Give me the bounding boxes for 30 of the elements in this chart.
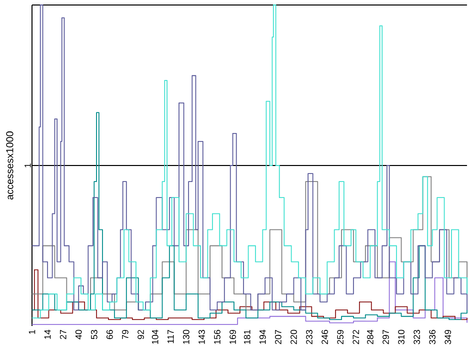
x-tick-label: 246 bbox=[322, 330, 328, 344]
x-tick-label: 220 bbox=[290, 330, 297, 344]
x-tick-label: 40 bbox=[75, 330, 82, 340]
x-tick-label: 284 bbox=[367, 330, 374, 344]
x-tick-label: 297 bbox=[382, 330, 389, 344]
x-tick-label: 323 bbox=[414, 330, 420, 344]
x-tick-label: 117 bbox=[168, 330, 174, 344]
ref-line-label: 1 bbox=[24, 163, 31, 168]
x-tick-label: 259 bbox=[337, 330, 344, 344]
x-tick-label: 1 bbox=[28, 330, 36, 334]
x-tick-label: 14 bbox=[44, 330, 51, 339]
x-tick-label: 92 bbox=[138, 330, 144, 340]
x-tick-label: 349 bbox=[444, 330, 452, 344]
x-tick-label: 272 bbox=[352, 330, 360, 344]
x-tick-label: 156 bbox=[214, 330, 220, 344]
x-tick-label: 79 bbox=[122, 330, 128, 340]
x-tick-label: 27 bbox=[60, 330, 66, 340]
x-tick-label: 104 bbox=[152, 330, 158, 344]
x-tick-label: 130 bbox=[182, 330, 190, 344]
x-tick-label: 207 bbox=[275, 330, 282, 344]
x-tick-label: 194 bbox=[259, 330, 266, 344]
x-tick-label: 169 bbox=[230, 330, 236, 344]
x-tick-label: 310 bbox=[398, 330, 404, 344]
x-tick-label: 336 bbox=[429, 330, 436, 344]
x-tick-label: 233 bbox=[306, 330, 312, 344]
x-tick-label: 66 bbox=[106, 330, 113, 340]
x-tick-label: 181 bbox=[244, 330, 250, 344]
x-tick-label: 143 bbox=[198, 330, 205, 344]
x-tick-label: 53 bbox=[90, 330, 98, 340]
y-axis-title: accessesx1000 bbox=[6, 131, 14, 200]
